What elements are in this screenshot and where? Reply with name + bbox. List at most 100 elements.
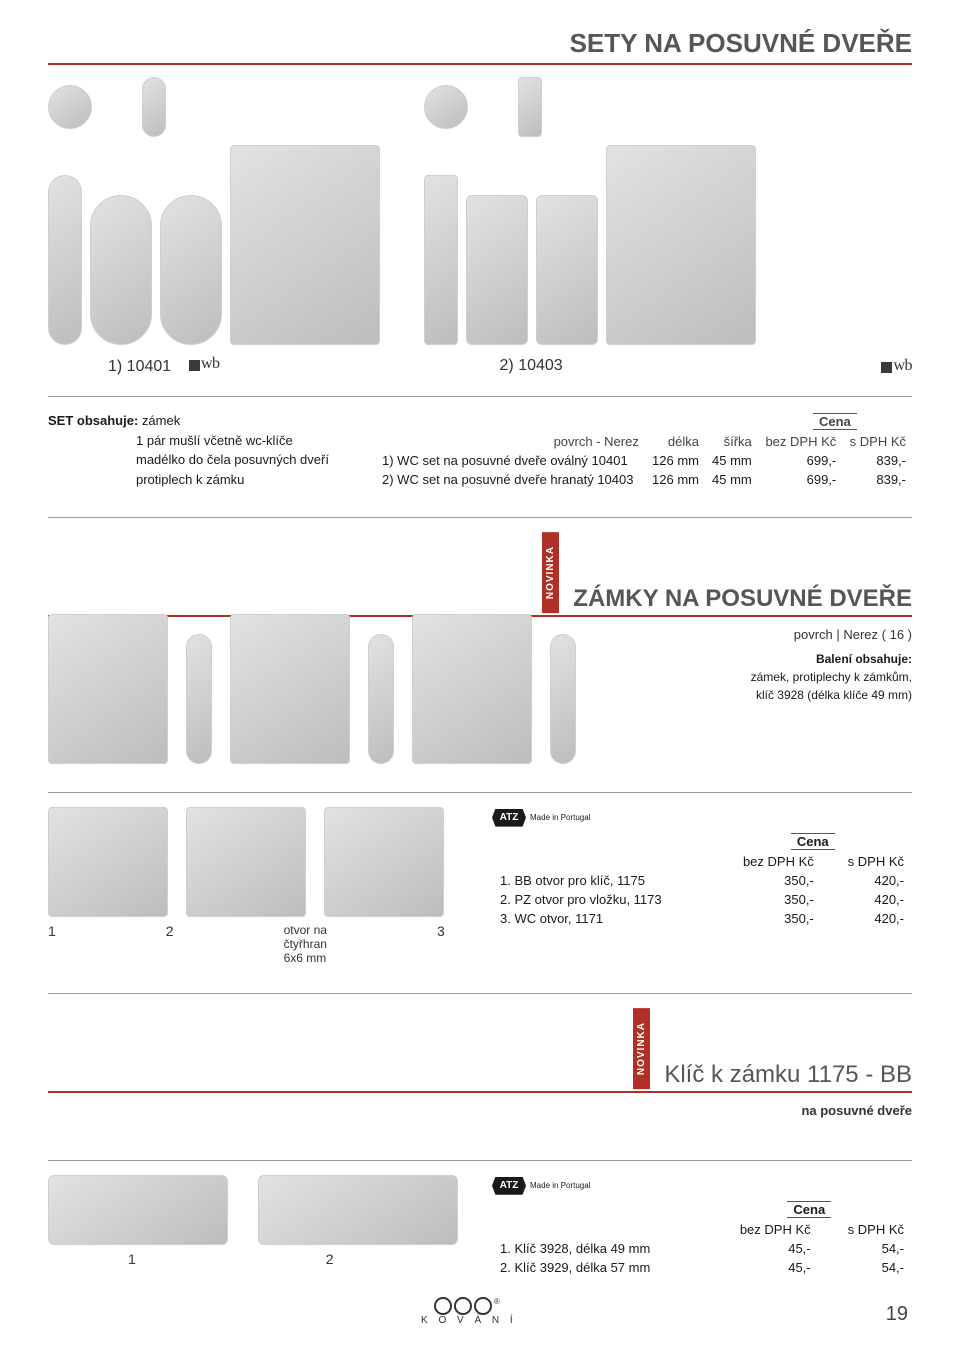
divider <box>48 396 912 397</box>
product-image <box>90 195 152 345</box>
product-image <box>230 145 380 345</box>
key-title: Klíč k zámku 1175 - BB <box>664 1061 912 1089</box>
cell: 45 mm <box>705 470 758 489</box>
divider <box>48 517 912 518</box>
table-row: 1) WC set na posuvné dveře oválný 10401 … <box>376 451 912 470</box>
cell: 1. Klíč 3928, délka 49 mm <box>492 1239 707 1258</box>
col-s: s DPH Kč <box>842 432 912 451</box>
mp-logo-text: K O V Á N Í <box>421 1315 517 1326</box>
locks-price-table: Cena bez DPH Kč s DPH Kč 1. BB otvor pro… <box>492 831 912 928</box>
product-image <box>412 614 532 764</box>
cell: 2. Klíč 3929, délka 57 mm <box>492 1258 707 1277</box>
cena-head: Cena <box>791 833 835 850</box>
index-1: 1 <box>48 923 56 965</box>
key-price-table: Cena bez DPH Kč s DPH Kč 1. Klíč 3928, d… <box>492 1199 912 1277</box>
wb-logo: wb <box>881 357 912 375</box>
box-line: zámek, protiplechy k zámkům, <box>751 670 912 684</box>
key-subtitle: na posuvné dveře <box>48 1103 912 1118</box>
cell: 350,- <box>714 871 822 890</box>
product-image <box>48 807 168 917</box>
key-section-head: NOVINKA Klíč k zámku 1175 - BB na posuvn… <box>48 1008 912 1118</box>
atz-sub: Made in Portugal <box>530 1181 590 1190</box>
product-image <box>368 634 394 764</box>
set-info: SET obsahuje: zámek 1 pár mušlí včetně w… <box>48 411 912 489</box>
cell: 45,- <box>707 1239 819 1258</box>
cell: 54,- <box>819 1258 912 1277</box>
novinka-badge: NOVINKA <box>542 532 559 613</box>
cell: 1) WC set na posuvné dveře oválný 10401 <box>376 451 645 470</box>
divider <box>48 1160 912 1161</box>
locks-detail-row: 1 2 otvor na čtyřhran 6x6 mm 3 ATZ Made … <box>48 807 912 965</box>
index-3: 3 <box>437 923 445 965</box>
atz-logo: ATZ Made in Portugal <box>492 1177 590 1195</box>
index-2: 2 <box>326 1251 334 1267</box>
product-image <box>142 77 166 137</box>
hole-note: čtyřhran <box>284 937 327 951</box>
cell: 420,- <box>822 871 912 890</box>
product-image <box>160 195 222 345</box>
cell: 45 mm <box>705 451 758 470</box>
cell: 839,- <box>842 470 912 489</box>
box-line: klíč 3928 (délka klíče 49 mm) <box>756 688 912 702</box>
cena-head: Cena <box>813 413 857 430</box>
cell: 699,- <box>758 451 842 470</box>
product-sets-row <box>48 77 912 345</box>
product-image <box>324 807 444 917</box>
cell: 1. BB otvor pro klíč, 1175 <box>492 871 714 890</box>
product-image <box>536 195 598 345</box>
cell: 2) WC set na posuvné dveře hranatý 10403 <box>376 470 645 489</box>
table-row: 2. Klíč 3929, délka 57 mm 45,- 54,- <box>492 1258 912 1277</box>
cell: 420,- <box>822 909 912 928</box>
cell: 699,- <box>758 470 842 489</box>
includes-item: 1 pár mušlí včetně wc-klíče <box>136 433 293 448</box>
cell: 126 mm <box>645 451 705 470</box>
product-image <box>606 145 756 345</box>
set-labels: 1) 10401 wb 2) 10403 wb <box>108 355 912 376</box>
novinka-badge: NOVINKA <box>633 1008 650 1089</box>
cell: 45,- <box>707 1258 819 1277</box>
index-2: 2 <box>166 923 174 965</box>
product-image <box>230 614 350 764</box>
col-s: s DPH Kč <box>819 1220 912 1239</box>
product-image <box>466 195 528 345</box>
page-number: 19 <box>886 1303 908 1326</box>
box-head: Balení obsahuje: <box>816 652 912 666</box>
page-title: SETY NA POSUVNÉ DVEŘE <box>48 28 912 65</box>
table-row: 3. WC otvor, 1171 350,- 420,- <box>492 909 912 928</box>
includes-item: zámek <box>142 413 180 428</box>
wb-logo: wb <box>189 355 220 373</box>
cell: 54,- <box>819 1239 912 1258</box>
product-image <box>48 614 168 764</box>
index-1: 1 <box>128 1251 136 1267</box>
cell: 350,- <box>714 890 822 909</box>
col-s: s DPH Kč <box>822 852 912 871</box>
hole-note: otvor na <box>284 923 327 937</box>
atz-mark: ATZ <box>492 1177 526 1195</box>
product-image <box>48 85 92 129</box>
divider <box>48 1091 912 1093</box>
cell: 2. PZ otvor pro vložku, 1173 <box>492 890 714 909</box>
product-image <box>258 1175 458 1245</box>
key-detail-row: 1 2 ATZ Made in Portugal Cena bez DPH Kč… <box>48 1175 912 1277</box>
cell: 839,- <box>842 451 912 470</box>
mp-logo: ® K O V Á N Í <box>421 1297 517 1326</box>
set-2 <box>424 77 756 345</box>
set-2-label: 2) 10403 <box>500 357 563 374</box>
table-row: 1. BB otvor pro klíč, 1175 350,- 420,- <box>492 871 912 890</box>
col-width: šířka <box>705 432 758 451</box>
product-image <box>424 85 468 129</box>
atz-mark: ATZ <box>492 809 526 827</box>
hole-note: 6x6 mm <box>284 951 327 965</box>
cell: 3. WC otvor, 1171 <box>492 909 714 928</box>
set-price-table: Cena povrch - Nerez délka šířka bez DPH … <box>376 411 912 489</box>
col-bez: bez DPH Kč <box>707 1220 819 1239</box>
col-bez: bez DPH Kč <box>758 432 842 451</box>
table-row: 1. Klíč 3928, délka 49 mm 45,- 54,- <box>492 1239 912 1258</box>
cell: 126 mm <box>645 470 705 489</box>
page-footer: ® K O V Á N Í 19 <box>48 1297 912 1326</box>
includes-item: protiplech k zámku <box>136 472 244 487</box>
cell: 420,- <box>822 890 912 909</box>
col-length: délka <box>645 432 705 451</box>
set-1 <box>48 77 380 345</box>
product-image <box>550 634 576 764</box>
